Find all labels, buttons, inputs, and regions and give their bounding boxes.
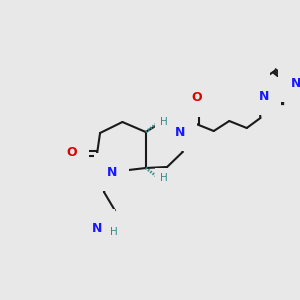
Text: N: N [106, 166, 117, 178]
Text: N: N [259, 90, 269, 103]
Text: N: N [248, 76, 258, 89]
Text: O: O [66, 146, 77, 160]
Text: H: H [110, 227, 118, 237]
Text: N: N [290, 77, 300, 90]
Text: N: N [175, 125, 185, 139]
Text: N: N [92, 221, 102, 235]
Text: H: H [160, 173, 168, 183]
Text: H: H [160, 117, 168, 127]
Text: O: O [191, 91, 202, 104]
